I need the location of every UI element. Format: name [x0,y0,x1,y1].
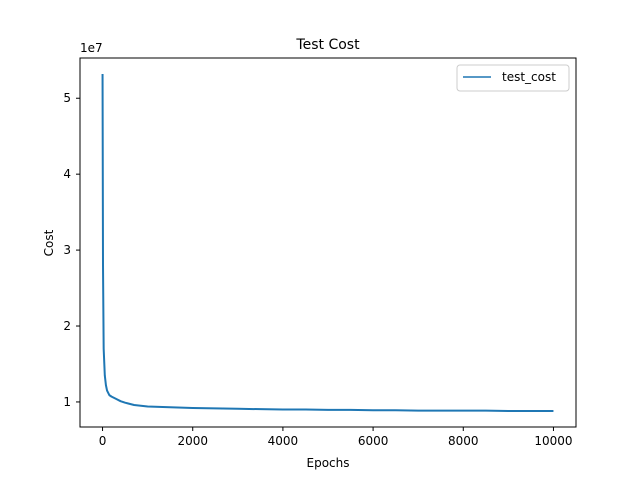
y-tick-label: 2 [63,319,71,333]
y-axis-label: Cost [42,229,56,256]
x-tick-label: 4000 [268,434,299,448]
y-tick-label: 4 [63,167,71,181]
legend: test_cost [456,64,570,92]
y-axis-ticks: 1 2 3 4 5 [63,91,80,409]
x-tick-label: 6000 [358,434,389,448]
plot-frame [79,57,577,428]
plot-area [80,58,576,427]
x-tick-label: 2000 [177,434,208,448]
x-axis-ticks: 0 2000 4000 6000 8000 10000 [99,427,573,448]
y-tick-label: 3 [63,243,71,257]
y-tick-label: 5 [63,91,71,105]
series-line-test-cost [101,73,554,413]
legend-box [456,64,570,92]
series-layer [101,73,554,413]
x-axis-label: Epochs [307,456,350,470]
x-tick-label: 10000 [534,434,572,448]
x-tick-label: 8000 [448,434,479,448]
legend-label-test-cost: test_cost [502,70,556,84]
x-tick-label: 0 [99,434,107,448]
y-scale-label: 1e7 [80,41,103,55]
y-tick-label: 1 [63,395,71,409]
chart-title: Test Cost [295,37,360,53]
